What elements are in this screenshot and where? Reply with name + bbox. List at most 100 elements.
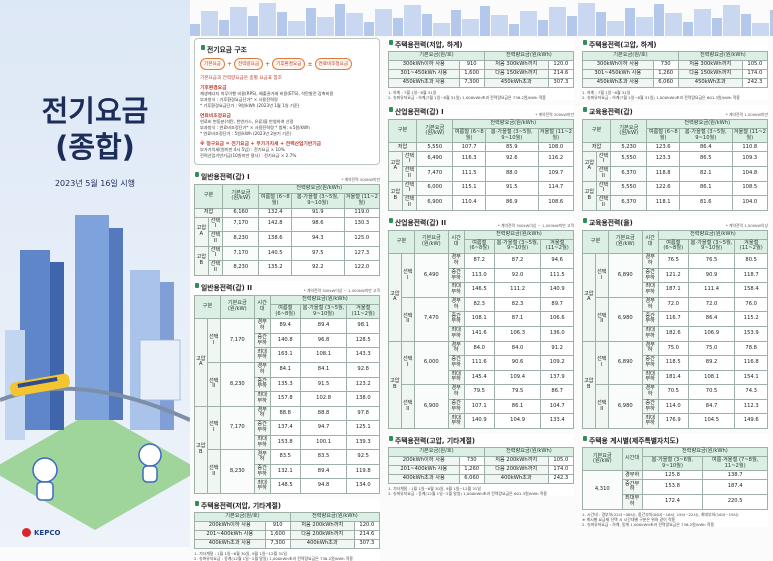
header-row: 구분 기본요금 (원/kW) 시간대 전력량요금(원/kWh) [388, 229, 575, 255]
row-label: 최대부하 [447, 369, 465, 386]
table-row: 선택 II 8,230 138.6 94.3 125.0 [195, 231, 381, 247]
skyline-building [219, 20, 229, 36]
season-header: 봄·가을철 (3~5월, 9~10월) [678, 127, 733, 144]
base-rate: 6,490 [416, 151, 454, 167]
energy-rate: 92.0 [493, 267, 542, 284]
cell: 120.0 [353, 521, 381, 531]
header-row: 기본요금 (원/kW) 시간대 전력량요금(원/kWh) [582, 446, 769, 472]
cell: 1,600 [264, 529, 291, 540]
building [109, 228, 123, 420]
season-header: 봄·가을철 (3~5월, 9~10월) [290, 192, 345, 209]
row-label: 저압 [387, 142, 418, 153]
row-label: 최대부하 [253, 347, 271, 363]
row-label: 경부하 [447, 253, 465, 269]
table-row: 201~400kWh 사용 1,260 다음 200kWh까지 174.0 [388, 464, 575, 475]
cell: 다음 150kWh까지 [483, 68, 549, 79]
table-row: 고압B 선택 I 7,170 140.5 97.5 127.3 [194, 245, 381, 276]
row-label: 최대부하 [641, 369, 659, 386]
skyline-building [190, 24, 200, 36]
block-line: 부과방식 : 기후환경요금단가* × 사용전력량 [200, 97, 278, 102]
table-row: 최대부하 153.8 100.1 139.3 [195, 434, 380, 451]
row-label: 저압 [193, 207, 224, 218]
header-row: 구분 기본요금 (원/kW) 시간대 전력량요금(원/kWh) [582, 229, 769, 255]
energy-rate: 83.5 [299, 449, 348, 465]
row-label: 선택 II [595, 165, 612, 182]
energy-rate: 89.4 [299, 463, 348, 480]
base-rate: 5,230 [610, 142, 648, 153]
row-label: 경부하 [447, 340, 465, 357]
notes: 1. 하계 : 7월 1일~8월 31일 2. 슈퍼유저요금 : 하계(7월 1일… [388, 90, 574, 100]
table-row: 중간부하 135.3 91.5 123.2 [195, 376, 380, 393]
energy-rate: 118.8 [646, 165, 680, 182]
season-header: 여름철 (6~8월) [463, 238, 495, 255]
column: 주택용전력(저압, 하계) 기본요금(원/호) 전력량요금(원/kWh) 300kWh… [387, 38, 575, 496]
header-row: 구분 기본요금 (원/kW) 시간대 전력량요금(원/kWh) [194, 294, 381, 320]
section-note: * 계약전력 300kW이상 ~ 1,000kW미만 고객 [303, 287, 380, 293]
section-title: 교육용전력(을) [582, 216, 768, 229]
cell: 450kWh초과 사용 [388, 77, 460, 88]
base-rate: 6,900 [413, 384, 449, 429]
header-cell: 기본요금 (원/kW) [413, 229, 449, 255]
row-label: 중간부하 [447, 355, 465, 371]
energy-rate: 138.6 [258, 231, 292, 247]
energy-rate: 87.2 [493, 253, 542, 269]
rate-table: 구분 기본요금 (원/kW) 시간대 전력량요금(원/kWh) 여름철 (6~8월) 봄·… [388, 229, 575, 429]
energy-rate: 94.7 [299, 420, 348, 436]
rate-table: 기본요금(원/호) 전력량요금(원/kWh) 300kWh이하 사용 730 처음 30… [582, 51, 769, 88]
note-line: 2. 슈퍼유저요금 : 하계(7월 1일~8월 31일) 1,000kWh초과 … [388, 94, 546, 100]
formula-operator: + [226, 60, 232, 68]
energy-rate: 140.9 [463, 413, 495, 429]
skyline-building [625, 8, 635, 36]
skyline-building [538, 20, 548, 36]
energy-rate: 87.2 [463, 253, 495, 269]
cell: 450kWh초과 [677, 77, 743, 88]
row-label: 경부하 [253, 361, 271, 378]
formula-operator: ± [307, 60, 313, 68]
skyline-building [230, 7, 247, 36]
cell: 다음 150kWh까지 [677, 68, 743, 79]
energy-rate: 94.6 [540, 253, 574, 269]
section: 주택용전력(저압, 기타계절) 기본요금(원/호) 전력량요금(원/kWh) 200k… [194, 499, 381, 561]
section: 교육용전력(을) * 계약전력 1,000kW이상 구분 기본요금 (원/kW) 시간대… [582, 215, 769, 429]
energy-rate: 119.0 [343, 207, 381, 218]
header-cell: 기본요금(원/호) [388, 446, 485, 457]
table-row: 저압 6,160 132.4 91.9 119.0 [193, 207, 381, 218]
table-row: 선택 II 6,980 경부하 70.5 70.5 74.3 [583, 384, 768, 429]
energy-rate: 116.2 [537, 151, 575, 167]
energy-rate: 182.6 [657, 325, 689, 342]
rate-table: 기본요금(원/호) 전력량요금(원/kWh) 200kWh이하 사용 730 처음 20… [388, 446, 575, 484]
row-label: 경부하 [253, 405, 271, 422]
cell: 120.0 [547, 59, 575, 70]
energy-rate: 220.5 [702, 493, 768, 510]
energy-rate: 84.7 [687, 398, 736, 415]
header-cell: 기본요금(원/호) [194, 512, 291, 522]
row-label: 선택 I [400, 340, 415, 386]
row-label: 선택 II [207, 260, 224, 276]
energy-rate: 163.1 [269, 347, 301, 363]
block-line: 부과방식 : 연료비조정단가* × 사용전력량 * 범위: ±5원/kWh [200, 125, 310, 130]
base-rate: 7,470 [413, 296, 449, 342]
table-row: 선택 II 6,370 118.1 81.6 104.0 [583, 195, 769, 211]
table-row: 고압B 선택 I 5,550 122.6 86.1 108.5 [582, 180, 769, 211]
notes: 1. 시간대 : 경부하(22시~08시), 중간부하(08시~16시, 19시… [582, 512, 768, 527]
base-rate: 8,230 [222, 260, 260, 276]
skyline-building [752, 23, 769, 36]
energy-rate: 108.5 [731, 180, 769, 197]
energy-rate: 107.7 [452, 142, 486, 153]
row-label: 고압B [582, 180, 597, 211]
row-label: 최대부하 [253, 478, 271, 495]
note-line: 1. 하계 : 7월 1일~8월 31일 [582, 89, 631, 95]
energy-rate: 78.8 [734, 340, 768, 357]
header-cell: 구분 [193, 184, 224, 209]
energy-rate: 143.3 [346, 347, 380, 363]
energy-rate: 121.2 [657, 267, 689, 284]
season-header: 여름철 (6~8월) [269, 303, 301, 320]
cell: 730 [652, 59, 679, 70]
energy-rate: 107.1 [463, 398, 495, 415]
energy-rate: 89.7 [540, 296, 574, 313]
base-rate: 6,000 [416, 180, 454, 197]
row-label: 선택 II [594, 384, 609, 429]
rate-table: 구분 기본요금 (원/kW) 전력량요금(원/kWh) 여름철 (6~8월) 봄·가을철… [193, 184, 381, 276]
block-heading: 기후환경요금 [200, 86, 227, 91]
skyline-building [712, 18, 722, 36]
